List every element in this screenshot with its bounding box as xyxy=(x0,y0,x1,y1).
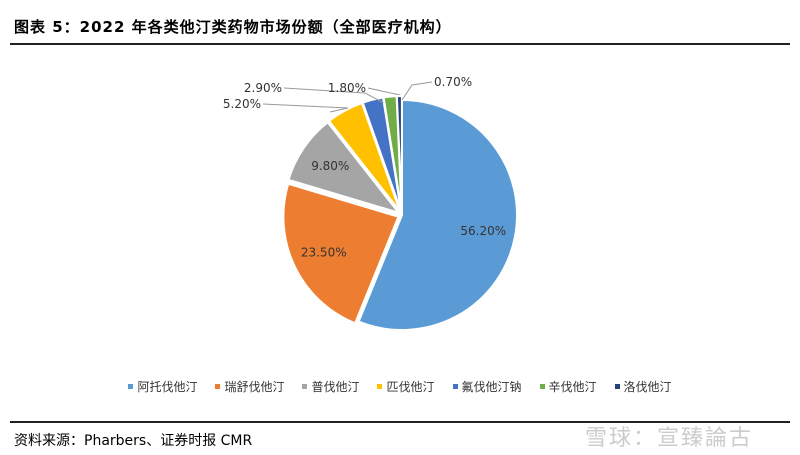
legend-swatch xyxy=(377,384,383,389)
legend-label: 匹伐他汀 xyxy=(386,380,435,394)
pie-slice-4 xyxy=(327,101,402,213)
leader-line xyxy=(401,81,433,101)
legend-item: 阿托伐他汀 xyxy=(128,378,197,395)
data-label: 2.90% xyxy=(244,81,282,95)
legend-item: 洛伐他汀 xyxy=(614,378,672,395)
pie-slice-3 xyxy=(287,120,402,215)
legend-label: 普伐他汀 xyxy=(311,380,360,394)
legend-item: 氟伐他汀钠 xyxy=(452,378,522,395)
source-note: 资料来源：Pharbers、证券时报 CMR xyxy=(14,433,253,449)
data-label: 23.50% xyxy=(301,246,347,260)
bottom-rule xyxy=(10,421,790,423)
legend-label: 阿托伐他汀 xyxy=(137,380,198,394)
pie-slice-7 xyxy=(395,95,403,212)
legend-swatch xyxy=(614,384,620,389)
data-label: 1.80% xyxy=(328,81,366,95)
legend-swatch xyxy=(539,384,545,389)
pie-slice-1 xyxy=(357,98,518,331)
legend-swatch xyxy=(128,384,134,389)
leader-line xyxy=(262,103,349,113)
legend-swatch xyxy=(215,384,221,389)
legend-swatch xyxy=(452,384,458,389)
legend-label: 瑞舒伐他汀 xyxy=(224,380,285,394)
pie-chart: 56.20% 23.50% 9.80% 5.20% 2.90% 1.80% 0.70% xyxy=(223,75,518,331)
data-label: 56.20% xyxy=(460,224,506,238)
data-label: 5.20% xyxy=(223,97,261,111)
legend-item: 瑞舒伐他汀 xyxy=(215,378,284,395)
legend-item: 辛伐他汀 xyxy=(539,378,597,395)
leader-line xyxy=(283,87,385,104)
top-rule xyxy=(10,43,790,45)
data-label: 0.70% xyxy=(434,75,472,89)
data-label: 9.80% xyxy=(311,159,349,173)
watermark: 雪球：宣臻論古 xyxy=(585,426,754,451)
pie-slice-2 xyxy=(282,182,400,325)
legend-item: 匹伐他汀 xyxy=(377,378,435,395)
legend-label: 氟伐他汀钠 xyxy=(461,380,522,394)
legend-item: 普伐他汀 xyxy=(302,378,359,395)
figure-title: 图表 5：2022 年各类他汀类药物市场份额（全部医疗机构） xyxy=(14,18,452,36)
legend-swatch xyxy=(302,384,308,389)
legend-label: 辛伐他汀 xyxy=(548,380,597,394)
legend-label: 洛伐他汀 xyxy=(623,380,672,394)
legend: 阿托伐他汀 瑞舒伐他汀 普伐他汀 匹伐他汀 氟伐他汀钠 辛伐他汀 洛伐他汀 xyxy=(0,378,800,395)
